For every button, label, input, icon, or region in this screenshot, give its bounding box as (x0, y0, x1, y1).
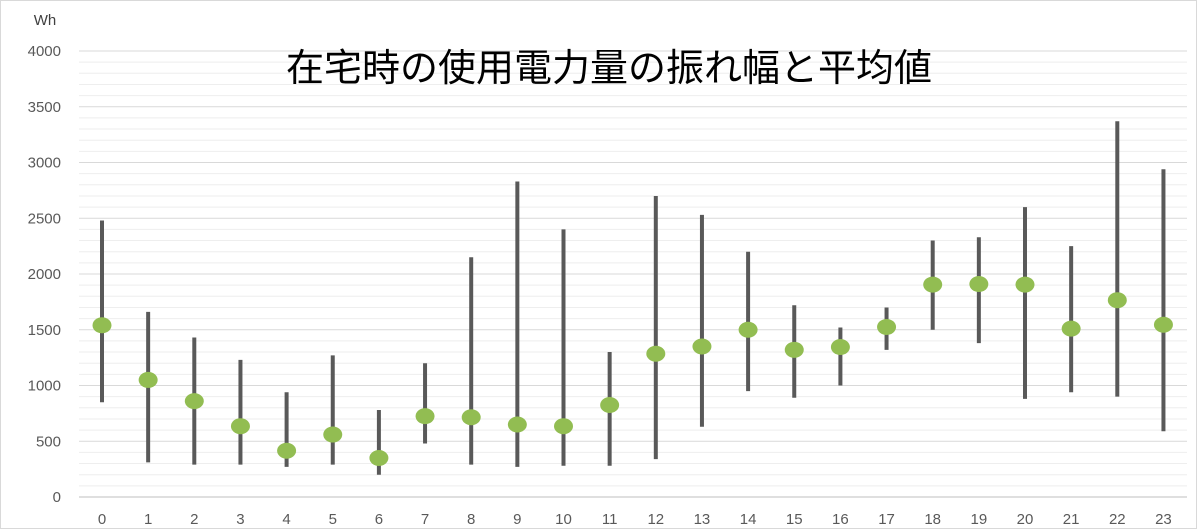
x-tick-label: 2 (190, 511, 198, 528)
y-axis-label: Wh (34, 12, 57, 29)
mean-point (692, 338, 712, 355)
y-tick-label: 1500 (28, 322, 61, 339)
mean-point (323, 426, 343, 443)
y-tick-label: 2000 (28, 266, 61, 283)
mean-point (184, 393, 204, 410)
x-tick-label: 23 (1155, 511, 1172, 528)
mean-point (230, 418, 250, 435)
mean-point (830, 339, 850, 356)
mean-point (1015, 276, 1035, 293)
x-tick-label: 13 (694, 511, 711, 528)
mean-point (1061, 320, 1081, 337)
x-tick-label: 4 (282, 511, 290, 528)
x-tick-label: 14 (740, 511, 757, 528)
x-tick-label: 18 (924, 511, 941, 528)
x-tick-label: 3 (236, 511, 244, 528)
x-tick-label: 12 (647, 511, 664, 528)
x-tick-label: 19 (971, 511, 988, 528)
y-tick-label: 3000 (28, 155, 61, 172)
x-axis-ticks: 0 1 2 3 4 5 6 7 8 9 10 11 12 13 14 15 16 17 18 19 20 21 22 23 (98, 511, 1172, 528)
mean-point (92, 317, 112, 334)
y-tick-label: 2500 (28, 210, 61, 227)
x-tick-label: 1 (144, 511, 152, 528)
mean-point (646, 345, 666, 362)
y-tick-label: 1000 (28, 378, 61, 395)
x-tick-label: 8 (467, 511, 475, 528)
mean-point (138, 371, 158, 388)
mean-point (277, 442, 297, 459)
x-tick-label: 16 (832, 511, 849, 528)
mean-point (877, 318, 897, 335)
mean-point (1107, 292, 1127, 309)
x-tick-label: 0 (98, 511, 106, 528)
mean-point (969, 276, 989, 293)
mean-point (738, 321, 758, 338)
x-tick-label: 17 (878, 511, 895, 528)
x-tick-label: 7 (421, 511, 429, 528)
x-tick-label: 15 (786, 511, 803, 528)
y-tick-label: 500 (36, 433, 61, 450)
mean-point (369, 449, 389, 466)
y-axis-ticks: 0 500 1000 1500 2000 2500 3000 3500 4000 (28, 43, 61, 506)
mean-point (554, 418, 573, 435)
x-tick-label: 5 (329, 511, 337, 528)
x-tick-label: 22 (1109, 511, 1126, 528)
mean-point (784, 341, 804, 358)
x-tick-label: 6 (375, 511, 383, 528)
mean-point (507, 416, 527, 433)
mean-point (600, 397, 620, 414)
mean-point (461, 409, 481, 426)
x-tick-label: 21 (1063, 511, 1080, 528)
mean-point (1153, 316, 1173, 333)
mean-point (415, 408, 435, 425)
chart-title: 在宅時の使用電力量の振れ幅と平均値 (286, 46, 932, 90)
y-tick-label: 3500 (28, 99, 61, 116)
mean-point (923, 276, 943, 293)
y-tick-label: 0 (53, 489, 61, 506)
x-tick-label: 9 (513, 511, 521, 528)
x-tick-label: 11 (602, 511, 618, 528)
x-tick-label: 10 (555, 511, 572, 528)
gridlines (79, 50, 1187, 498)
range-bars (100, 121, 1166, 475)
x-tick-label: 20 (1017, 511, 1034, 528)
mean-markers (92, 276, 1173, 466)
y-tick-label: 4000 (28, 43, 61, 60)
